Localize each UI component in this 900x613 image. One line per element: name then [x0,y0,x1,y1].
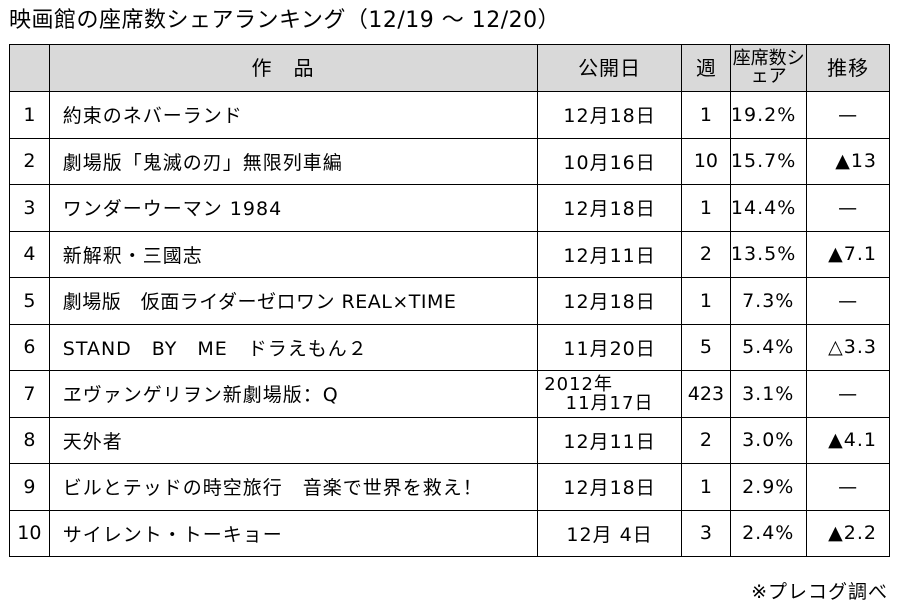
rank-cell: 5 [9,277,50,325]
release-cell: 12月18日 [537,277,682,325]
table-row: 6 STAND BY ME ドラえもん２ 11月20日 5 5.4% △3.3 [9,323,890,371]
header-share: 座席数シェア [729,44,808,92]
week-cell: 1 [680,184,731,232]
share-cell: 3.0% [729,416,808,464]
table-title: 映画館の座席数シェアランキング（12/19 〜 12/20） [9,8,561,33]
release-year: 2012年 [544,373,613,395]
trend-cell: — [806,91,890,139]
share-cell: 15.7% [729,137,808,185]
table-row: 5 劇場版 仮面ライダーゼロワン REAL×TIME 12月18日 1 7.3%… [9,277,890,325]
release-day: 11月17日 [565,392,654,414]
release-cell: 12月18日 [537,91,682,139]
table-row: 7 ヱヴァンゲリヲン新劇場版：Q 2012年 11月17日 423 3.1% — [9,370,890,418]
rank-cell: 4 [9,230,50,278]
table-row: 2 劇場版「鬼滅の刃」無限列車編 10月16日 10 15.7% ▲13 [9,137,890,185]
week-cell: 1 [680,277,731,325]
header-rank [9,44,50,92]
week-cell: 2 [680,230,731,278]
rank-cell: 9 [9,463,50,511]
header-trend: 推移 [806,44,890,92]
header-week: 週 [680,44,731,92]
rank-cell: 1 [9,91,50,139]
rank-cell: 6 [9,323,50,371]
title-cell: 新解釈・三國志 [48,230,539,278]
rank-cell: 3 [9,184,50,232]
week-cell: 2 [680,416,731,464]
title-cell: 天外者 [48,416,539,464]
rank-cell: 7 [9,370,50,418]
release-cell: 10月16日 [537,137,682,185]
release-cell: 12月 4日 [537,509,682,557]
share-cell: 13.5% [729,230,808,278]
title-cell: ワンダーウーマン 1984 [48,184,539,232]
share-cell: 2.4% [729,509,808,557]
rank-cell: 10 [9,509,50,557]
trend-cell: — [806,277,890,325]
table-row: 8 天外者 12月11日 2 3.0% ▲4.1 [9,416,890,464]
share-cell: 5.4% [729,323,808,371]
title-cell: サイレント・トーキョー [48,509,539,557]
week-cell: 5 [680,323,731,371]
release-cell: 12月18日 [537,463,682,511]
release-cell: 12月11日 [537,230,682,278]
week-cell: 10 [680,137,731,185]
week-cell: 3 [680,509,731,557]
title-cell: 劇場版 仮面ライダーゼロワン REAL×TIME [48,277,539,325]
rank-cell: 8 [9,416,50,464]
week-cell: 1 [680,463,731,511]
release-cell: 11月20日 [537,323,682,371]
title-cell: ビルとテッドの時空旅行 音楽で世界を救え！ [48,463,539,511]
source-note: ※プレコグ調べ [751,581,888,603]
table-row: 1 約束のネバーランド 12月18日 1 19.2% — [9,91,890,139]
share-cell: 14.4% [729,184,808,232]
share-cell: 3.1% [729,370,808,418]
trend-cell: ▲4.1 [806,416,890,464]
trend-cell: — [806,463,890,511]
trend-cell: ▲2.2 [806,509,890,557]
table-row: 3 ワンダーウーマン 1984 12月18日 1 14.4% — [9,184,890,232]
share-cell: 19.2% [729,91,808,139]
table-row: 9 ビルとテッドの時空旅行 音楽で世界を救え！ 12月18日 1 2.9% — [9,463,890,511]
week-cell: 423 [680,370,731,418]
trend-cell: — [806,184,890,232]
trend-cell: ▲13 [806,137,890,185]
week-cell: 1 [680,91,731,139]
trend-cell: △3.3 [806,323,890,371]
release-cell: 2012年 11月17日 [537,370,682,418]
header-title: 作品 [48,44,539,92]
header-release: 公開日 [537,44,682,92]
rank-cell: 2 [9,137,50,185]
share-cell: 7.3% [729,277,808,325]
trend-cell: ▲7.1 [806,230,890,278]
table-row: 4 新解釈・三國志 12月11日 2 13.5% ▲7.1 [9,230,890,278]
trend-cell: — [806,370,890,418]
share-cell: 2.9% [729,463,808,511]
title-cell: STAND BY ME ドラえもん２ [48,323,539,371]
table-row: 10 サイレント・トーキョー 12月 4日 3 2.4% ▲2.2 [9,509,890,557]
title-cell: 劇場版「鬼滅の刃」無限列車編 [48,137,539,185]
release-cell: 12月18日 [537,184,682,232]
title-cell: 約束のネバーランド [48,91,539,139]
table-header-row: 作品 公開日 週 座席数シェア 推移 [9,44,890,92]
title-cell: ヱヴァンゲリヲン新劇場版：Q [48,370,539,418]
ranking-table: 作品 公開日 週 座席数シェア 推移 1 約束のネバーランド 12月18日 1 … [9,44,890,557]
release-cell: 12月11日 [537,416,682,464]
